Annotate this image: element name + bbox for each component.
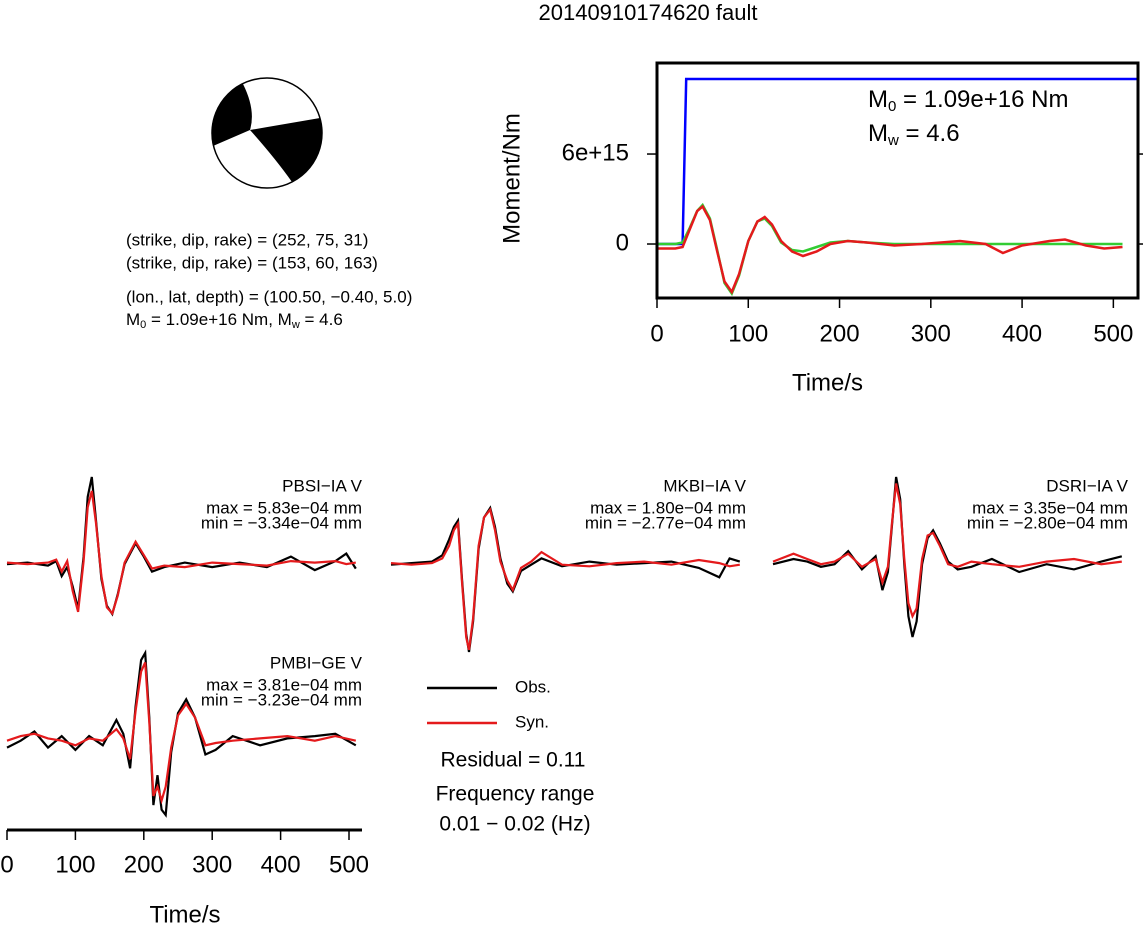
moment-line: [657, 202, 1123, 297]
mechanism-line: (strike, dip, rake) = (252, 75, 31): [126, 230, 368, 249]
x-tick-label: 100: [55, 851, 95, 878]
max-label: max = 1.80e−04 mm: [590, 498, 746, 517]
max-label: max = 5.83e−04 mm: [206, 498, 362, 517]
y-tick-label: 6e+15: [562, 139, 629, 166]
station-label: PBSI−IA V: [282, 476, 363, 495]
subscript: 0: [140, 319, 146, 331]
x-tick-label: 400: [261, 851, 301, 878]
symbol: M: [126, 310, 140, 329]
station-label: PMBI−GE V: [270, 653, 363, 672]
y-axis-label: Moment/Nm: [498, 113, 525, 244]
min-label: min = −3.23e−04 mm: [201, 690, 362, 709]
min-label: min = −3.34e−04 mm: [201, 513, 362, 532]
x-tick-label: 100: [728, 320, 768, 347]
beach-ball-lobe: [250, 118, 323, 182]
annotation-text: = 4.6: [899, 120, 960, 147]
moment-text: = 1.09e+16 Nm,: [146, 310, 277, 329]
figure-title: 20140910174620 fault: [539, 0, 758, 25]
waveform: [6, 661, 357, 805]
x-tick-label: 0: [650, 320, 663, 347]
max-label: max = 3.35e−04 mm: [972, 498, 1128, 517]
mechanism-line: (lon., lat, depth) = (100.50, −0.40, 5.0…: [126, 287, 412, 306]
waveform: [772, 476, 1123, 638]
waveform: [772, 483, 1122, 620]
legend-label: Syn.: [515, 712, 549, 731]
note: Frequency range: [436, 783, 595, 806]
x-tick-label: 300: [911, 320, 951, 347]
annotation-text: = 1.09e+16 Nm: [896, 86, 1068, 113]
max-label: max = 3.81e−04 mm: [206, 675, 362, 694]
x-tick-label: 200: [124, 851, 164, 878]
station-label: MKBI−IA V: [663, 476, 746, 495]
note: 0.01 − 0.02 (Hz): [439, 813, 590, 836]
subscript: w: [291, 319, 300, 331]
annotation: Mw = 4.6: [868, 120, 960, 149]
subscript: 0: [888, 98, 896, 115]
legend-label: Obs.: [515, 677, 551, 696]
min-label: min = −2.77e−04 mm: [585, 513, 746, 532]
subscript: w: [887, 132, 899, 149]
moment-line: [657, 204, 1123, 295]
beach-ball-lobe: [211, 84, 252, 146]
waveform: [6, 490, 356, 616]
x-tick-label: 300: [192, 851, 232, 878]
x-tick-label: 0: [0, 851, 13, 878]
waveform: [390, 507, 740, 651]
min-label: min = −2.80e−04 mm: [967, 513, 1128, 532]
x-tick-label: 400: [1002, 320, 1042, 347]
symbol: M: [868, 86, 888, 113]
x-axis-label: Time/s: [792, 369, 863, 396]
x-tick-label: 200: [820, 320, 860, 347]
beach-ball: [211, 77, 323, 189]
mechanism-line: (strike, dip, rake) = (153, 60, 163): [126, 253, 378, 272]
x-axis-label: Time/s: [149, 901, 220, 926]
residual: Residual = 0.11: [441, 749, 586, 772]
annotation: M0 = 1.09e+16 Nm: [868, 86, 1068, 115]
x-tick-label: 500: [329, 851, 369, 878]
plot-frame: [655, 61, 1140, 300]
y-tick-label: 0: [616, 229, 629, 256]
waveform: [6, 649, 357, 818]
symbol: M: [278, 310, 292, 329]
x-tick-label: 500: [1093, 320, 1133, 347]
magnitude-text: = 4.6: [300, 310, 343, 329]
moment-line: M0 = 1.09e+16 Nm, Mw = 4.6: [126, 310, 343, 330]
station-label: DSRI−IA V: [1046, 476, 1128, 495]
symbol: M: [868, 120, 888, 147]
